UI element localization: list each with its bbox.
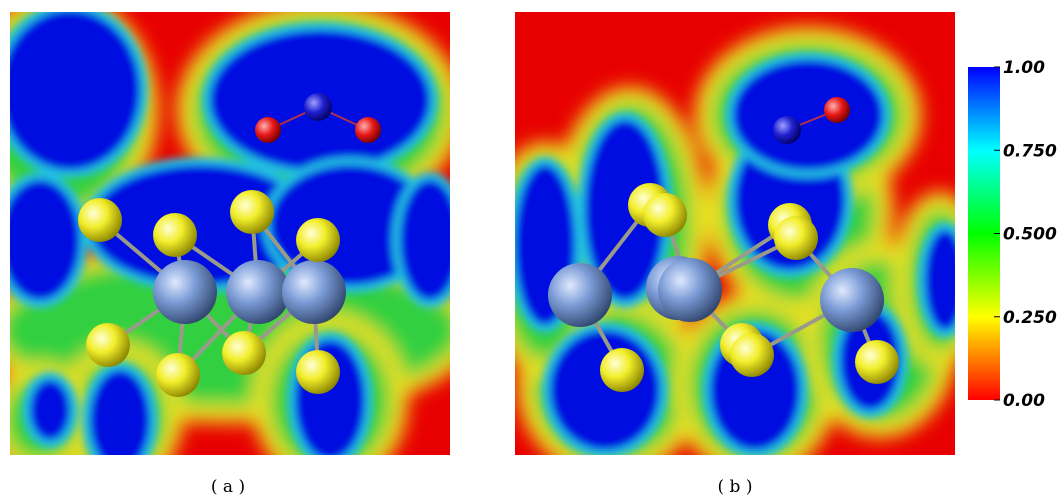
metal-atom (548, 263, 612, 327)
elf-blue (550, 330, 660, 450)
sulfur-atom (855, 340, 899, 384)
elf-blue (0, 180, 80, 300)
sulfur-atom (296, 350, 340, 394)
metal-atom (226, 260, 290, 324)
metal-atom (658, 258, 722, 322)
panel-caption: ( b ) (718, 477, 753, 497)
sulfur-atom (643, 193, 687, 237)
nitrogen-atom (304, 93, 332, 121)
elf-panel (482, 12, 988, 478)
panel-caption: ( a ) (211, 477, 245, 497)
colorbar-tick-label: 1.00 (1003, 58, 1045, 78)
metal-atom (820, 268, 884, 332)
metal-atom (282, 260, 346, 324)
metal-atom (153, 260, 217, 324)
elf-panel (0, 0, 478, 488)
colorbar-tick-label: 0.750 (1003, 141, 1057, 161)
sulfur-atom (86, 323, 130, 367)
page: ( a ) ( b ) 1.000.7500.5000.2500.00 (() … (0, 0, 1061, 501)
sulfur-atom (296, 218, 340, 262)
oxygen-atom (824, 97, 850, 123)
elf-blue (925, 230, 965, 330)
sulfur-atom (230, 190, 274, 234)
sulfur-atom (774, 216, 818, 260)
elf-blue (400, 180, 460, 300)
elf-blue (90, 370, 150, 470)
elf-blue (733, 60, 883, 170)
sulfur-atom (730, 333, 774, 377)
oxygen-atom (255, 117, 281, 143)
colorbar-tick-label: 0.00 (1003, 391, 1045, 411)
sulfur-atom (600, 348, 644, 392)
elf-blue (0, 10, 140, 170)
sulfur-atom (153, 213, 197, 257)
figure: ( a ) ( b ) 1.00 0.750 0.500 0.250 0.00 (0, 0, 1061, 501)
sulfur-atom (222, 331, 266, 375)
sulfur-atom (78, 198, 122, 242)
nitrogen-atom (773, 116, 801, 144)
colorbar-tick-label: 0.500 (1003, 225, 1057, 245)
sulfur-atom (156, 353, 200, 397)
elf-blue (30, 380, 70, 440)
colorbar-tick-label: 0.250 (1003, 308, 1057, 328)
oxygen-atom (355, 117, 381, 143)
